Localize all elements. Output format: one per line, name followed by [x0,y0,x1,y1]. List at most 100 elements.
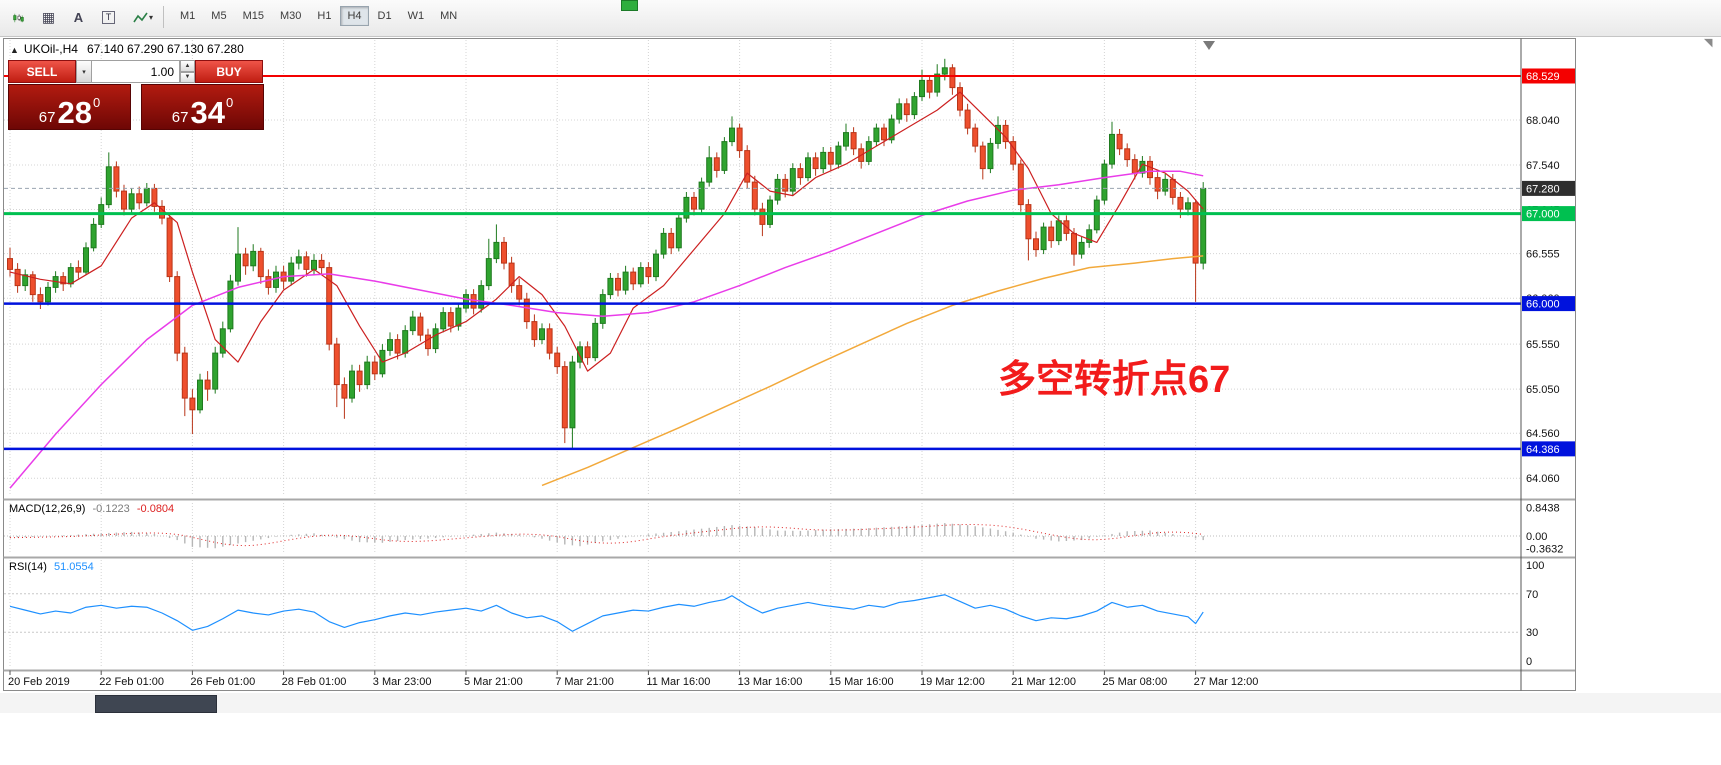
grid-icon[interactable]: ▦ [36,5,61,30]
buy-button[interactable]: BUY [195,60,263,83]
price-badge-64.386 [1522,441,1575,457]
svg-text:28 Feb 01:00: 28 Feb 01:00 [282,676,347,688]
tf-button-MN[interactable]: MN [433,6,464,26]
candles-layer [4,41,1521,489]
timeframe-bar: M1 M5 M15 M30 H1 H4 D1 W1 MN [172,6,465,26]
svg-text:0.8438: 0.8438 [1526,502,1560,514]
tf-button-H1[interactable]: H1 [310,6,338,26]
price-scale[interactable]: 68.04067.54067.04566.55566.06065.55065.0… [1522,68,1575,668]
tf-button-M5[interactable]: M5 [204,6,233,26]
indicator-layer [4,523,1520,633]
svg-text:25 Mar 08:00: 25 Mar 08:00 [1102,676,1167,688]
axes-layer [3,38,1576,691]
ocp-price-row: 67 28 0 67 34 0 [8,84,264,130]
svg-text:66.555: 66.555 [1526,249,1560,261]
chevron-down-icon: ▾ [148,13,153,22]
chart-title: ▲ UKOil-,H4 67.140 67.290 67.130 67.280 [10,42,244,56]
text-box-glyph: T [101,11,116,24]
indicator-arrow-icon[interactable]: ▾ [126,5,160,30]
fast-ma [9,91,1204,372]
svg-text:70: 70 [1526,589,1538,601]
svg-text:67.000: 67.000 [1526,209,1560,221]
rsi-label: RSI(14) 51.0554 [9,561,98,573]
svg-text:26 Feb 01:00: 26 Feb 01:00 [190,676,255,688]
svg-text:67.540: 67.540 [1526,160,1560,172]
price-badge-67.000 [1522,206,1575,222]
svg-text:11 Mar 16:00: 11 Mar 16:00 [646,676,710,688]
svg-text:64.060: 64.060 [1526,473,1560,485]
candlestick-glyph [13,13,24,22]
bid-sup-digit: 0 [92,95,101,110]
price-badge-66.000 [1522,296,1575,312]
ohlc-values: 67.140 67.290 67.130 67.280 [86,42,244,56]
svg-text:67.280: 67.280 [1526,183,1560,195]
ask-prefix: 67 [171,109,189,126]
tf-button-M15[interactable]: M15 [236,6,271,26]
volume-down-button[interactable]: ▼ [180,71,195,83]
volume-dropdown-button[interactable]: ▾ [76,60,92,83]
ask-price-panel[interactable]: 67 34 0 [141,84,264,130]
font-icon[interactable]: A [66,5,91,30]
ask-sup-digit: 0 [225,95,234,110]
macd-signal-line [9,523,1204,547]
window-fragment [95,695,217,713]
svg-text:7 Mar 21:00: 7 Mar 21:00 [555,676,614,688]
svg-text:15 Mar 16:00: 15 Mar 16:00 [829,676,894,688]
rsi-value: 51.0554 [53,561,94,573]
svg-text:30: 30 [1526,627,1538,639]
volume-input[interactable] [92,60,180,83]
svg-text:68.529: 68.529 [1526,71,1560,83]
text-box-icon[interactable]: T [96,5,121,30]
medium-ma [9,170,1204,489]
svg-text:27 Mar 12:00: 27 Mar 12:00 [1194,676,1259,688]
symbol-period-label: UKOil-,H4 [23,42,78,56]
svg-text:65.550: 65.550 [1526,339,1560,351]
collapse-panel-icon[interactable]: ▲ [10,45,19,55]
svg-text:0.00: 0.00 [1526,531,1547,543]
chart-shift-marker[interactable] [1203,41,1215,50]
chart-annotation-text: 多空转折点67 [998,359,1231,401]
time-scale[interactable]: 20 Feb 2019 22 Feb 01:00 26 Feb 01:00 28 Fe… [8,670,1259,689]
bid-big-digits: 28 [57,94,92,130]
bid-prefix: 67 [38,109,56,126]
svg-text:5 Mar 21:00: 5 Mar 21:00 [464,676,523,688]
price-badge-67.280 [1522,180,1575,196]
macd-name: MACD(12,26,9) [9,503,86,515]
tf-button-H4[interactable]: H4 [340,6,369,26]
svg-text:13 Mar 16:00: 13 Mar 16:00 [738,676,803,688]
toolbar-separator [163,6,164,28]
tf-button-W1[interactable]: W1 [401,6,432,26]
tf-button-M30[interactable]: M30 [273,6,308,26]
svg-text:20 Feb 2019: 20 Feb 2019 [8,676,70,688]
volume-up-button[interactable]: ▲ [180,60,195,72]
volume-spinner: ▲ ▼ [180,60,195,83]
bid-price-panel[interactable]: 67 28 0 [8,84,131,130]
svg-text:68.040: 68.040 [1526,115,1560,127]
tf-button-M1[interactable]: M1 [173,6,202,26]
svg-text:100: 100 [1526,560,1544,572]
svg-text:64.386: 64.386 [1526,444,1560,456]
corner-scroll-icon[interactable]: ◥ [1704,37,1713,49]
bottom-strip [0,693,1721,713]
svg-text:-0.3632: -0.3632 [1526,543,1563,555]
sell-button[interactable]: SELL [8,60,76,83]
zigzag-glyph [133,12,148,22]
svg-text:3 Mar 23:00: 3 Mar 23:00 [373,676,432,688]
macd-label: MACD(12,26,9) -0.1223 -0.0804 [9,503,178,515]
candlestick-chart-icon[interactable] [6,5,31,30]
one-click-trading-panel: SELL ▾ ▲ ▼ BUY 67 28 0 67 34 0 [8,60,264,130]
tf-button-D1[interactable]: D1 [371,6,399,26]
macd-main-value: -0.1223 [92,503,130,515]
rsi-line [9,594,1204,632]
rsi-name: RSI(14) [9,561,47,573]
ask-big-digits: 34 [190,94,225,130]
top-toolbar: ▦ A T ▾ M1 M5 M15 M30 H1 H4 D1 W1 MN [0,0,1721,37]
svg-text:22 Feb 01:00: 22 Feb 01:00 [99,676,164,688]
slow-ma [541,255,1204,487]
ocp-top-row: SELL ▾ ▲ ▼ BUY [8,60,264,83]
svg-text:66.000: 66.000 [1526,299,1560,311]
macd-signal-value: -0.0804 [136,503,175,515]
svg-text:65.050: 65.050 [1526,384,1560,396]
